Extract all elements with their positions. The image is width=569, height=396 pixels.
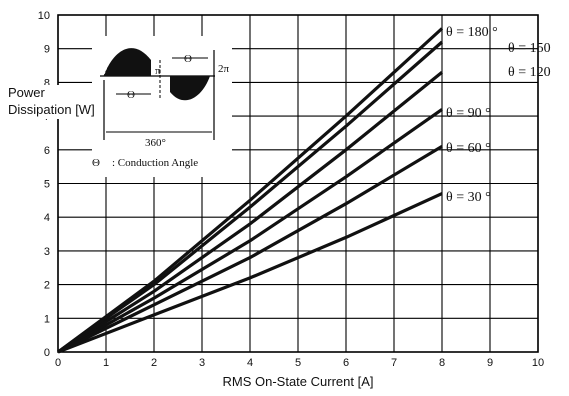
series-label-30: θ = 30 ° xyxy=(446,190,491,205)
y-tick-label: 6 xyxy=(44,145,50,157)
series-label-120: θ = 120 xyxy=(508,65,551,80)
y-axis-label: Power Dissipation [W] xyxy=(4,85,96,119)
x-tick-label: 2 xyxy=(151,357,157,369)
inset-pi-label: π xyxy=(155,65,161,77)
y-tick-label: 10 xyxy=(38,10,50,22)
x-tick-label: 8 xyxy=(439,357,445,369)
data-series xyxy=(57,27,444,354)
x-tick-label: 0 xyxy=(55,357,61,369)
series-line-0 xyxy=(57,27,444,354)
x-tick-label: 7 xyxy=(391,357,397,369)
y-tick-label: 1 xyxy=(44,313,50,325)
series-label-60: θ = 60 ° xyxy=(446,141,491,156)
series-line-5 xyxy=(57,192,443,354)
series-line-3 xyxy=(57,108,443,354)
series-line-4 xyxy=(57,145,443,354)
series-line-1 xyxy=(57,40,444,354)
inset-negative-lobe xyxy=(170,76,210,101)
series-label-180: θ = 180 ° xyxy=(446,25,498,40)
inset-two-pi-label: 2π xyxy=(218,63,230,75)
x-tick-label: 4 xyxy=(247,357,253,369)
series-label-90: θ = 90 ° xyxy=(446,106,491,121)
inset-positive-lobe-open xyxy=(103,54,121,77)
x-tick-label: 9 xyxy=(487,357,493,369)
inset-background xyxy=(92,36,232,177)
series-labels: θ = 180 ° θ = 150 θ = 120 θ = 90 ° θ = 6… xyxy=(446,25,551,205)
inset-span-label: 360° xyxy=(145,137,166,149)
inset-legend-symbol: Θ xyxy=(92,157,100,169)
x-tick-label: 6 xyxy=(343,357,349,369)
y-tick-label: 5 xyxy=(44,179,50,191)
x-axis-label: RMS On-State Current [A] xyxy=(223,374,374,389)
series-label-150: θ = 150 xyxy=(508,41,551,56)
conduction-angle-inset: π 2π Θ Θ 360° Θ : Conduction Angle xyxy=(92,36,232,177)
x-tick-labels: 0 1 2 3 4 5 6 7 8 9 10 xyxy=(55,357,544,369)
y-tick-label: 8 xyxy=(44,77,50,89)
inset-legend-text: : Conduction Angle xyxy=(112,157,198,169)
y-tick-label: 4 xyxy=(44,212,50,224)
y-tick-label: 0 xyxy=(44,347,50,359)
x-tick-label: 1 xyxy=(103,357,109,369)
y-tick-label: 9 xyxy=(44,44,50,56)
inset-theta-label-left: Θ xyxy=(127,89,135,101)
x-tick-label: 5 xyxy=(295,357,301,369)
x-tick-label: 10 xyxy=(532,357,544,369)
inset-positive-lobe xyxy=(104,48,151,76)
inset-theta-label-right: Θ xyxy=(184,53,192,65)
series-line-2 xyxy=(57,71,444,354)
y-tick-label: 3 xyxy=(44,246,50,258)
y-tick-label: 2 xyxy=(44,280,50,292)
plot-frame xyxy=(57,14,539,353)
y-axis-label-bg xyxy=(4,85,96,119)
y-axis-label-line2: Dissipation [W] xyxy=(8,102,95,117)
y-axis-label-line1: Power xyxy=(8,85,46,100)
x-tick-label: 3 xyxy=(199,357,205,369)
